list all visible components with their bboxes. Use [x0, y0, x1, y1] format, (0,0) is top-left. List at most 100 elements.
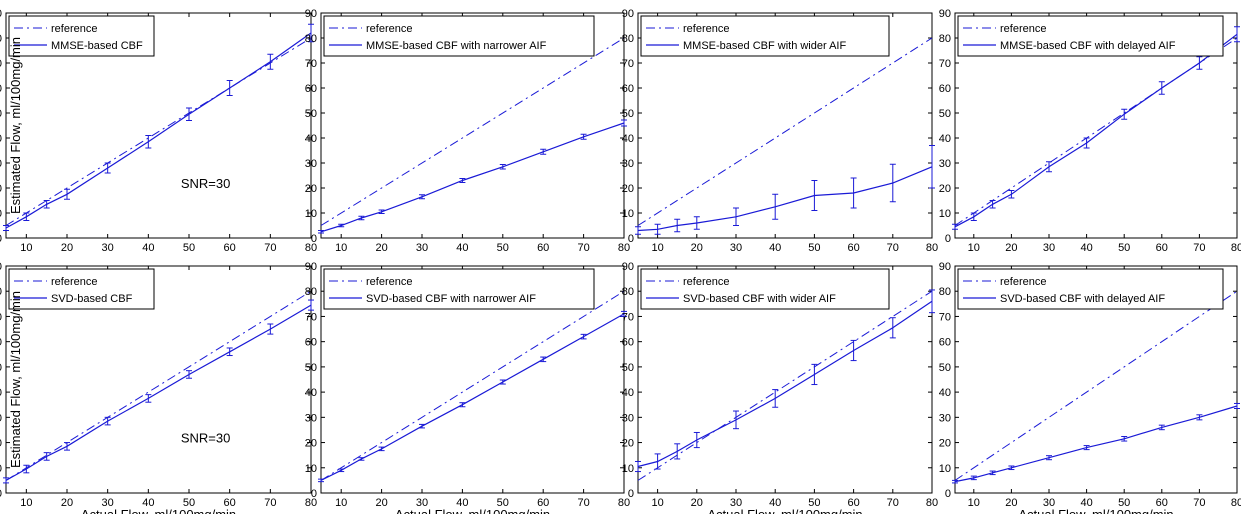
y-tick-label: 80: [0, 286, 2, 298]
y-tick-label: 0: [945, 233, 951, 245]
y-tick-label: 80: [305, 286, 317, 298]
legend-series-label: MMSE-based CBF with wider AIF: [683, 40, 846, 52]
x-tick-label: 40: [142, 497, 154, 509]
x-tick-label: 10: [651, 497, 663, 509]
y-tick-label: 0: [311, 488, 317, 500]
x-tick-label: 70: [887, 497, 899, 509]
legend-box: [957, 268, 1224, 310]
x-tick-label: 30: [416, 242, 428, 254]
y-tick-label: 40: [939, 387, 951, 399]
x-tick-label: 70: [577, 242, 589, 254]
y-tick-label: 70: [939, 58, 951, 70]
y-tick-label: 30: [0, 158, 2, 170]
legend-reference-label: reference: [683, 23, 729, 35]
series-line: [5, 304, 312, 481]
x-tick-label: 60: [537, 242, 549, 254]
y-tick-label: 60: [0, 337, 2, 349]
x-tick-label: 70: [264, 497, 276, 509]
x-tick-label: 10: [20, 497, 32, 509]
legend-box: [640, 15, 890, 57]
legend-reference-label: reference: [1000, 23, 1046, 35]
x-tick-label: 20: [1005, 497, 1017, 509]
x-tick-label: 10: [968, 497, 980, 509]
reference-line: [5, 37, 312, 226]
y-tick-label: 10: [0, 463, 2, 475]
x-tick-label: 50: [183, 497, 195, 509]
x-tick-label: 30: [1043, 497, 1055, 509]
y-tick-label: 50: [939, 108, 951, 120]
y-tick-label: 50: [622, 108, 634, 120]
x-tick-label: 20: [61, 497, 73, 509]
x-tick-label: 20: [691, 242, 703, 254]
x-tick-label: 50: [1118, 497, 1130, 509]
y-tick-label: 20: [0, 183, 2, 195]
y-tick-label: 50: [0, 108, 2, 120]
y-tick-label: 60: [305, 337, 317, 349]
x-tick-label: 40: [1080, 497, 1092, 509]
y-tick-label: 0: [0, 488, 2, 500]
chart-panel: 0 10 20 30 40 50 60 70 80 90 10 20 30 40 50 60 70 80 refer…: [305, 261, 630, 514]
x-axis-title: Actual Flow, ml/100mg/min: [1018, 507, 1173, 514]
x-tick-label: 80: [305, 242, 317, 254]
x-tick-label: 70: [264, 242, 276, 254]
x-tick-label: 40: [769, 497, 781, 509]
legend-series-label: MMSE-based CBF with narrower AIF: [366, 40, 547, 52]
x-tick-label: 80: [618, 242, 630, 254]
x-tick-label: 60: [224, 497, 236, 509]
y-tick-label: 30: [305, 412, 317, 424]
series-line: [320, 122, 625, 233]
legend-series-label: SVD-based CBF with narrower AIF: [366, 293, 536, 305]
chart-panel: 0 10 20 30 40 50 60 70 80 90 10 20 30 40 50 60 70 80 refer…: [622, 261, 938, 514]
y-tick-label: 60: [305, 83, 317, 95]
reference-line: [637, 37, 933, 226]
x-tick-label: 20: [61, 242, 73, 254]
x-tick-label: 70: [1193, 497, 1205, 509]
x-tick-label: 80: [926, 497, 938, 509]
x-tick-label: 40: [1080, 242, 1092, 254]
x-tick-label: 80: [305, 497, 317, 509]
x-tick-label: 40: [456, 242, 468, 254]
y-axis-title: Estimated Flow, ml/100mg/min: [8, 37, 23, 214]
snr-annotation: SNR=30: [181, 431, 231, 446]
x-tick-label: 60: [847, 242, 859, 254]
y-tick-label: 80: [0, 33, 2, 45]
y-axis-title: Estimated Flow, ml/100mg/min: [8, 291, 23, 468]
y-tick-label: 30: [939, 412, 951, 424]
x-tick-label: 70: [1193, 242, 1205, 254]
y-tick-label: 70: [305, 311, 317, 323]
legend-reference-label: reference: [51, 23, 97, 35]
x-tick-label: 50: [808, 242, 820, 254]
legend-box: [323, 15, 595, 57]
y-tick-label: 90: [939, 8, 951, 20]
x-tick-label: 80: [926, 242, 938, 254]
legend-series-label: MMSE-based CBF with delayed AIF: [1000, 40, 1176, 52]
y-tick-label: 30: [622, 158, 634, 170]
y-tick-label: 90: [939, 261, 951, 273]
y-tick-label: 40: [305, 133, 317, 145]
x-tick-label: 60: [1156, 497, 1168, 509]
legend-reference-label: reference: [51, 276, 97, 288]
y-tick-label: 30: [0, 412, 2, 424]
y-tick-label: 10: [0, 208, 2, 220]
y-tick-label: 30: [939, 158, 951, 170]
x-tick-label: 80: [618, 497, 630, 509]
reference-line: [637, 290, 933, 481]
y-tick-label: 90: [622, 261, 634, 273]
y-tick-label: 90: [0, 8, 2, 20]
reference-line: [320, 290, 625, 481]
x-tick-label: 10: [968, 242, 980, 254]
y-tick-label: 60: [0, 83, 2, 95]
legend-series-label: MMSE-based CBF: [51, 40, 143, 52]
chart-panel: 0 10 20 30 40 50 60 70 80 90 10 20 30 40 50 60 70 80 refer…: [0, 261, 317, 514]
x-tick-label: 20: [375, 497, 387, 509]
legend-box: [957, 15, 1224, 57]
x-tick-label: 50: [808, 497, 820, 509]
chart-panel: 0 10 20 30 40 50 60 70 80 90 10 20 30 40 50 60 70 80 refer…: [305, 8, 630, 254]
x-tick-label: 30: [102, 497, 114, 509]
x-tick-label: 40: [142, 242, 154, 254]
y-tick-label: 20: [305, 183, 317, 195]
x-tick-label: 10: [335, 497, 347, 509]
y-tick-label: 50: [0, 362, 2, 374]
x-tick-label: 70: [577, 497, 589, 509]
